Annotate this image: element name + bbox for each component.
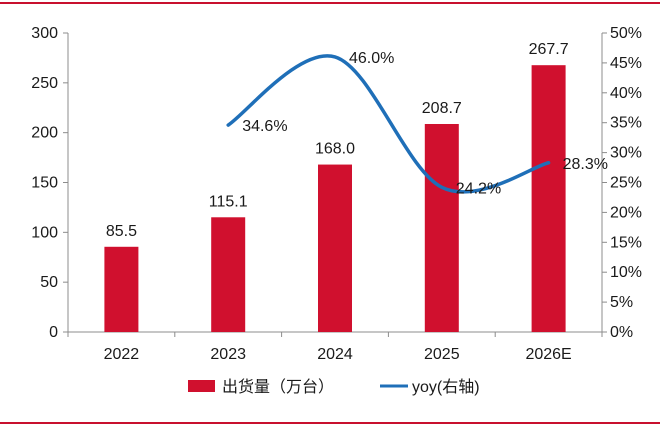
yoy-line <box>226 54 551 194</box>
y-left-tick-label: 50 <box>40 274 58 291</box>
y-left-tick-label: 150 <box>31 175 58 192</box>
y-left-tick-label: 100 <box>31 224 58 241</box>
y-right-tick-label: 50% <box>610 25 642 42</box>
bottom-rule <box>0 422 660 424</box>
bar <box>211 217 246 332</box>
legend-bar-label: 出货量（万台） <box>222 378 334 396</box>
x-tick-label: 2024 <box>317 346 353 363</box>
y-right-tick-label: 40% <box>610 85 642 102</box>
bar <box>318 164 352 332</box>
x-tick-label: 2023 <box>210 346 246 363</box>
bar <box>531 65 566 333</box>
y-left-tick-label: 0 <box>49 324 58 341</box>
y-left-tick-label: 300 <box>31 25 58 42</box>
bar-data-label: 115.1 <box>209 193 248 210</box>
y-right-tick-label: 35% <box>610 115 642 132</box>
x-tick-label: 2025 <box>424 346 460 363</box>
yoy-data-label: 34.6% <box>242 118 287 135</box>
y-right-tick-label: 20% <box>610 204 642 221</box>
y-right-tick-label: 5% <box>610 294 633 311</box>
y-left-tick-label: 250 <box>31 75 58 92</box>
y-right-tick-label: 30% <box>610 145 642 162</box>
bar <box>424 123 459 332</box>
y-right-tick-label: 25% <box>610 175 642 192</box>
bar-data-label: 267.7 <box>529 41 569 58</box>
x-tick-label: 2026E <box>525 346 571 363</box>
top-rule <box>0 2 660 4</box>
yoy-data-label: 24.2% <box>456 180 501 197</box>
bar-data-label: 85.5 <box>106 223 137 240</box>
y-left-tick-label: 200 <box>31 125 58 142</box>
y-right-tick-label: 0% <box>610 324 633 341</box>
yoy-data-label: 28.3% <box>563 156 608 173</box>
y-right-tick-label: 10% <box>610 264 642 281</box>
bar-data-label: 168.0 <box>315 141 355 158</box>
legend-bar-swatch <box>188 380 215 392</box>
bar-data-label: 208.7 <box>422 100 462 117</box>
legend-line-label: yoy(右轴) <box>412 378 480 396</box>
bar <box>104 246 139 332</box>
y-right-tick-label: 45% <box>610 55 642 72</box>
y-right-tick-label: 15% <box>610 234 642 251</box>
x-tick-label: 2022 <box>104 346 140 363</box>
yoy-data-label: 46.0% <box>349 50 394 67</box>
